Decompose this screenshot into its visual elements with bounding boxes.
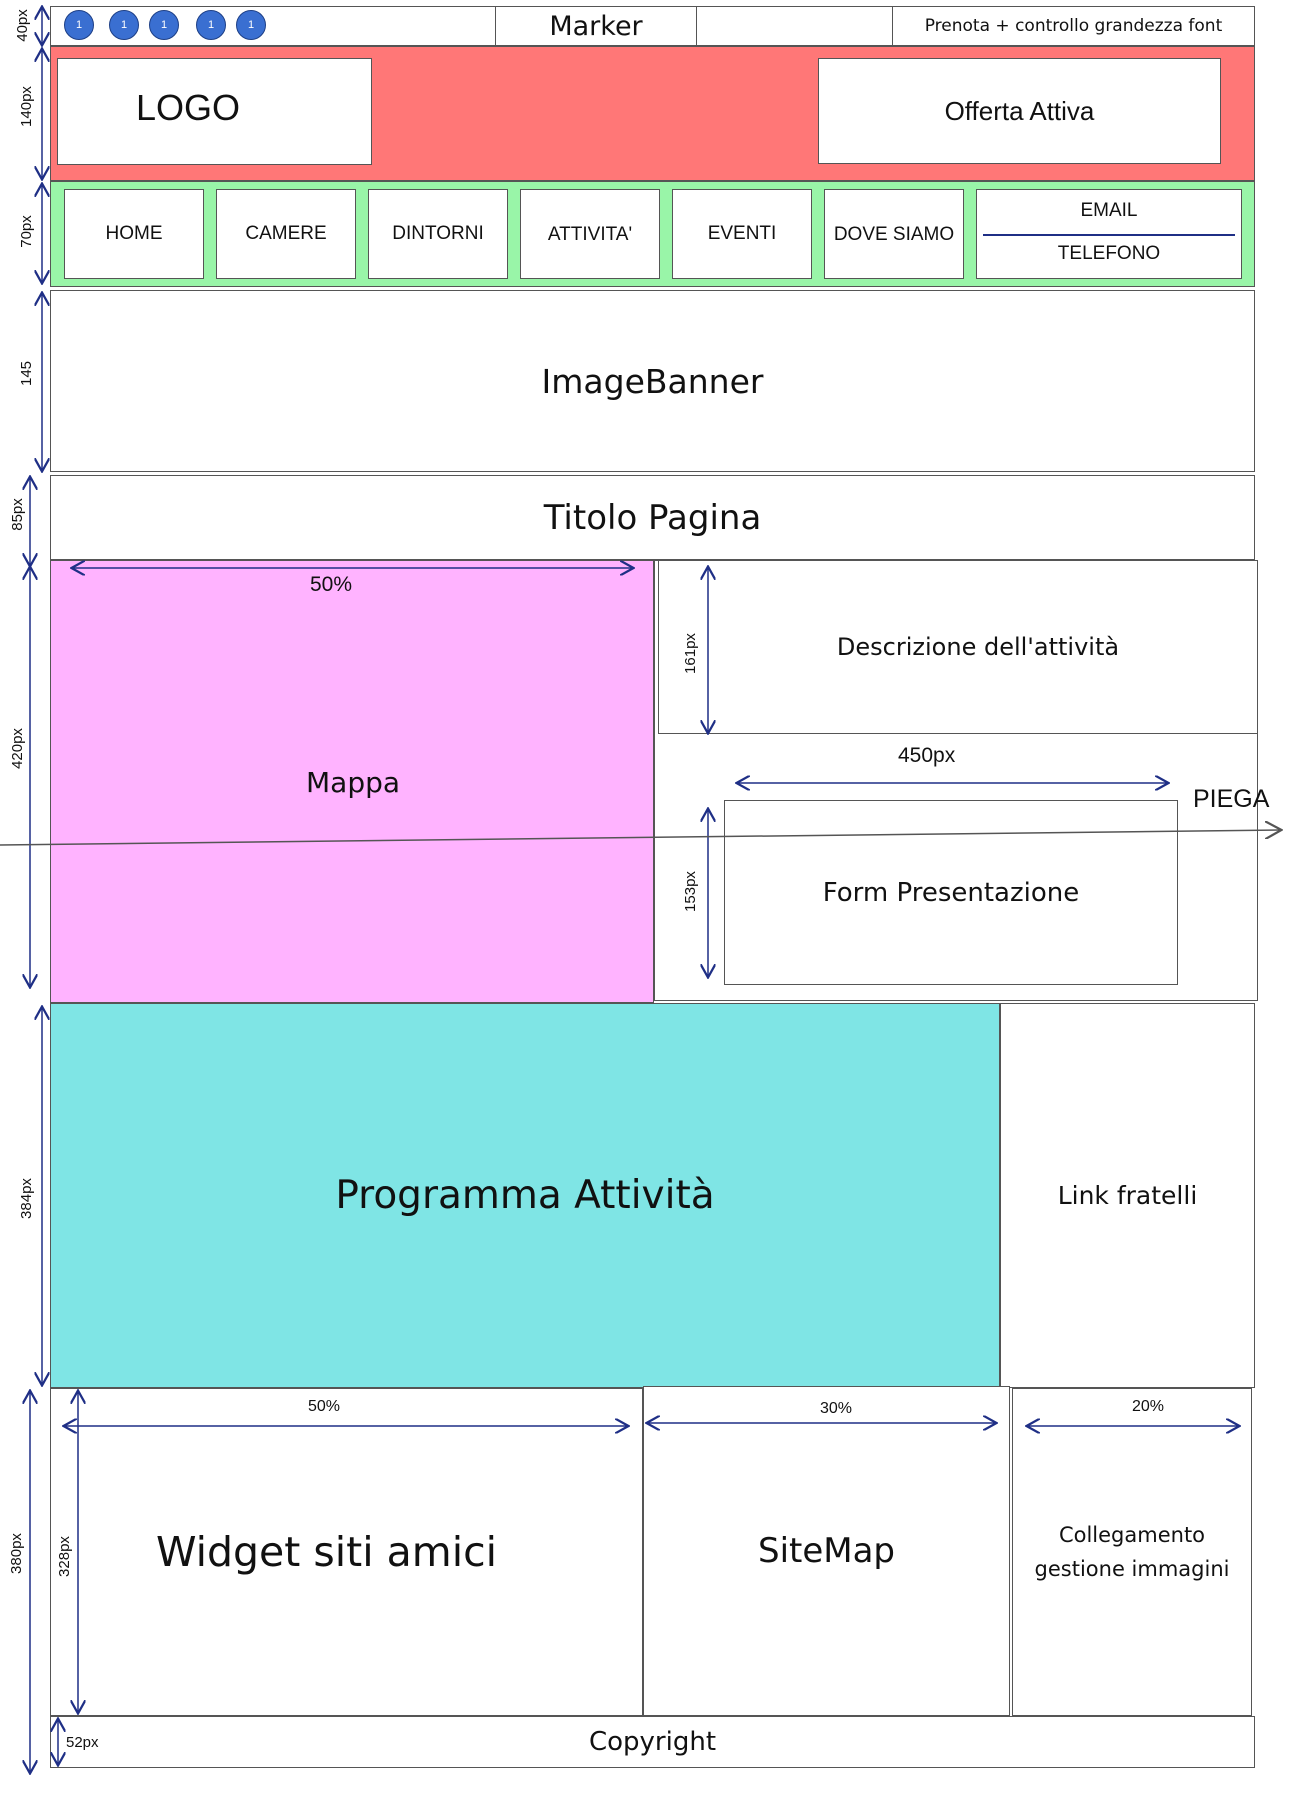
- prenota-box[interactable]: Prenota + controllo grandezza font: [892, 6, 1255, 46]
- description-box: Descrizione dell'attività: [658, 560, 1258, 734]
- nav-item-eventi[interactable]: EVENTI: [672, 189, 812, 279]
- sitemap-width-label: 30%: [820, 1400, 853, 1417]
- map-label: Mappa: [306, 766, 401, 799]
- form-height-label: 153px: [681, 871, 699, 912]
- program-box: Programma Attività: [50, 1003, 1000, 1388]
- nav-item-home[interactable]: HOME: [64, 189, 204, 279]
- widget-width-label: 50%: [308, 1398, 341, 1415]
- copyright-height-label: 52px: [66, 1734, 99, 1751]
- nav-contact-box[interactable]: EMAIL TELEFONO: [976, 189, 1242, 279]
- marker-dot[interactable]: 1: [236, 10, 266, 40]
- widget-height-label: 328px: [55, 1536, 73, 1577]
- copyright-label: Copyright: [588, 1727, 717, 1757]
- widget-label: Widget siti amici: [155, 1528, 498, 1576]
- nav-item-label: ATTIVITA': [547, 224, 633, 245]
- offer-label: Offerta Attiva: [944, 95, 1095, 126]
- images-width-label: 20%: [1132, 1398, 1165, 1415]
- nav-item-label: CAMERE: [245, 223, 327, 244]
- copyright-box: Copyright: [50, 1716, 1255, 1768]
- marker-dot[interactable]: 1: [196, 10, 226, 40]
- map-box[interactable]: Mappa: [50, 560, 654, 1003]
- nav-item-label: DOVE SIAMO: [833, 224, 955, 245]
- page-title: Titolo Pagina: [543, 497, 762, 538]
- description-label: Descrizione dell'attività: [836, 633, 1120, 661]
- topbar-height-label: 40px: [13, 9, 31, 42]
- header-height-label: 140px: [17, 86, 35, 127]
- form-width-label: 450px: [898, 744, 956, 767]
- nav-height-label: 70px: [17, 215, 35, 248]
- image-banner: ImageBanner: [50, 290, 1255, 472]
- form-label: Form Presentazione: [822, 877, 1080, 908]
- nav-item-label: EVENTI: [707, 223, 777, 244]
- footer-height-label: 380px: [7, 1533, 25, 1574]
- fold-label: PIEGA: [1193, 785, 1270, 813]
- nav-item-label: HOME: [105, 223, 163, 244]
- contact-divider: [983, 234, 1235, 236]
- nav-item-dove-siamo[interactable]: DOVE SIAMO: [824, 189, 964, 279]
- widget-box[interactable]: Widget siti amici: [50, 1388, 643, 1716]
- sibling-links-box[interactable]: Link fratelli: [1000, 1003, 1255, 1388]
- offer-box[interactable]: Offerta Attiva: [818, 58, 1221, 164]
- sibling-links-label: Link fratelli: [1057, 1181, 1198, 1210]
- marker-box: Marker: [495, 6, 697, 46]
- fold-line: [0, 830, 1280, 846]
- images-label-line1: Collegamento: [1058, 1523, 1206, 1547]
- prenota-label: Prenota + controllo grandezza font: [924, 16, 1223, 36]
- logo-box[interactable]: LOGO: [57, 58, 372, 165]
- banner-height-label: 145: [18, 360, 36, 387]
- sitemap-box[interactable]: SiteMap: [643, 1386, 1010, 1716]
- program-height-label: 384px: [17, 1178, 35, 1219]
- desc-height-label: 161px: [681, 633, 699, 674]
- middle-height-label: 420px: [8, 728, 26, 769]
- nav-item-dintorni[interactable]: DINTORNI: [368, 189, 508, 279]
- images-box[interactable]: Collegamento gestione immagini: [1012, 1388, 1252, 1716]
- banner-label: ImageBanner: [541, 361, 764, 401]
- marker-dot[interactable]: 1: [64, 10, 94, 40]
- form-box[interactable]: Form Presentazione: [724, 800, 1178, 985]
- marker-dot[interactable]: 1: [149, 10, 179, 40]
- sitemap-label: SiteMap: [757, 1531, 896, 1571]
- marker-dot[interactable]: 1: [109, 10, 139, 40]
- nav-item-label: DINTORNI: [392, 223, 484, 244]
- title-height-label: 85px: [8, 498, 26, 531]
- program-label: Programma Attività: [335, 1173, 715, 1218]
- contact-email[interactable]: EMAIL: [1080, 200, 1138, 221]
- nav-item-attivita[interactable]: ATTIVITA': [520, 189, 660, 279]
- map-width-label: 50%: [310, 573, 353, 596]
- images-label-line2: gestione immagini: [1034, 1557, 1230, 1581]
- logo-label: LOGO: [136, 87, 241, 128]
- marker-label: Marker: [549, 10, 643, 42]
- page-title-box: Titolo Pagina: [50, 475, 1255, 560]
- nav-item-camere[interactable]: CAMERE: [216, 189, 356, 279]
- contact-phone[interactable]: TELEFONO: [1057, 243, 1161, 264]
